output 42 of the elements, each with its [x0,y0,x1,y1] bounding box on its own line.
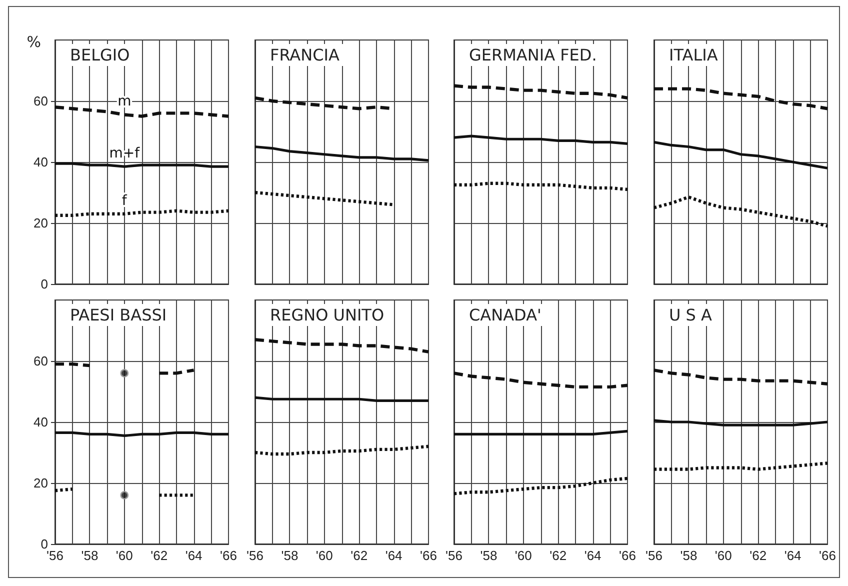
chart-title: BELGIO [70,46,130,64]
y-tick-label: 40 [34,154,48,170]
x-tick-label: '60 [116,548,133,563]
x-tick-label: '66 [220,548,237,563]
x-tick-label: '66 [420,548,436,563]
x-tick-label: '58 [280,548,298,563]
x-tick-label: '64 [584,548,602,563]
y-axis-title: % [26,33,41,51]
x-tick-label: '64 [185,548,202,563]
y-tick-label: 0 [40,536,48,552]
y-tick-label: 20 [34,216,48,230]
x-tick-label: '56 [645,548,662,563]
x-tick-label: '62 [550,548,567,563]
x-tick-label: '64 [784,548,801,563]
chart-title: ITALIA [668,46,718,64]
y-tick-label: 60 [34,94,48,108]
x-tick-label: '60 [315,548,332,563]
chart-title: REGNO UNITO [270,306,384,324]
x-tick-label: '64 [384,548,402,563]
x-tick-label: '56 [246,548,263,563]
chart-title: FRANCIA [270,46,339,64]
x-tick-label: '56 [446,548,462,563]
x-tick-label: '56 [46,548,64,563]
chart-title: GERMANIA FED. [469,46,597,64]
x-tick-label: '66 [818,548,836,563]
x-tick-label: '62 [749,548,766,563]
y-tick-label: 40 [34,414,48,430]
chart-title: CANADA' [469,306,542,324]
x-tick-label: '58 [480,548,498,563]
x-tick-label: '66 [619,548,636,563]
chart-title: U S A [668,306,712,324]
x-tick-label: '58 [680,548,697,563]
x-tick-label: '62 [150,548,168,563]
x-tick-label: '58 [81,548,98,563]
chart-title: PAESI BASSI [70,306,167,324]
y-tick-label: 20 [34,476,48,490]
y-tick-label: 60 [34,354,48,368]
x-tick-label: '60 [514,548,532,563]
x-tick-label: '62 [350,548,368,563]
line-series [53,106,230,118]
x-tick-label: '60 [714,548,732,563]
y-tick-label: 0 [40,276,48,292]
